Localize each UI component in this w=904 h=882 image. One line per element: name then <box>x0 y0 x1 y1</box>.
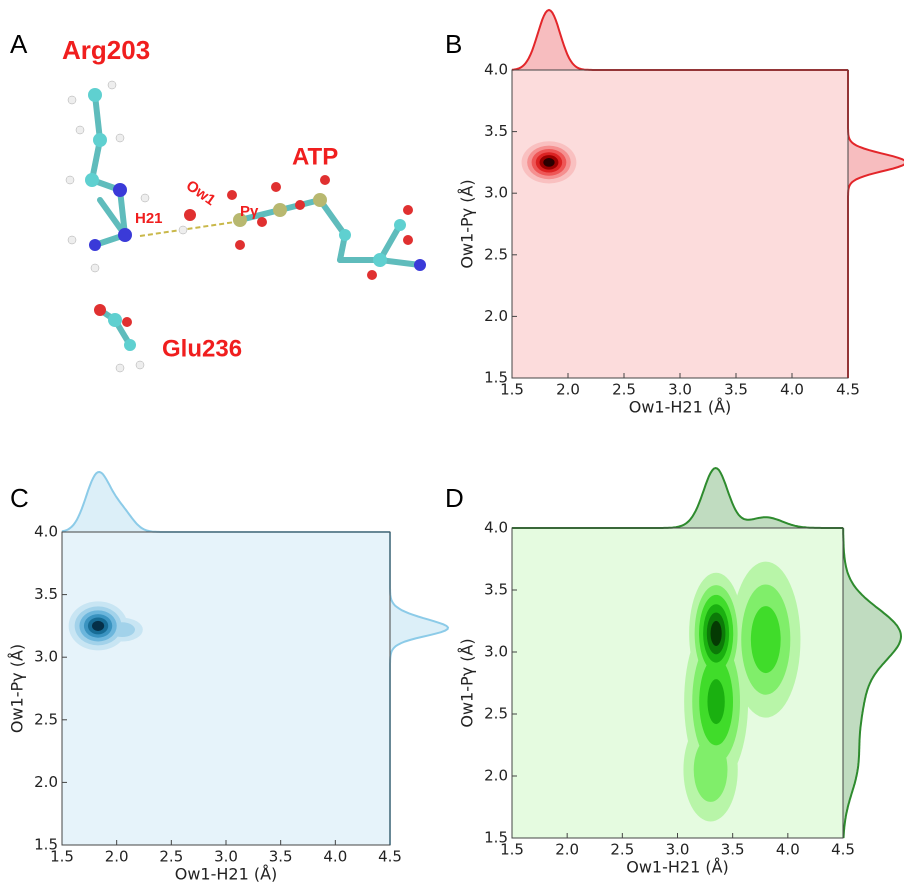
y-axis-label: Ow1-Pγ (Å) <box>8 644 27 733</box>
plot-background <box>62 532 390 845</box>
x-tick-label: 2.5 <box>610 841 634 859</box>
x-tick-label: 4.5 <box>831 841 855 859</box>
plot-background <box>512 70 848 378</box>
y-tick-label: 3.5 <box>484 122 508 140</box>
y-tick-label: 2.0 <box>484 307 508 325</box>
residue-label: Glu236 <box>162 335 242 362</box>
marginal-y-fill <box>390 532 448 845</box>
marginal-y-line <box>848 70 904 378</box>
contour <box>543 158 554 167</box>
x-tick-label: 4.0 <box>780 381 804 399</box>
x-tick-label: 2.0 <box>105 848 129 866</box>
contour <box>92 621 104 631</box>
x-tick-label: 2.5 <box>612 381 636 399</box>
contour <box>707 679 724 724</box>
x-tick-label: 3.5 <box>721 841 745 859</box>
y-tick-label: 2.0 <box>484 767 508 785</box>
marginal-x-fill <box>62 472 390 532</box>
marginal-x-fill <box>512 468 843 528</box>
x-tick-label: 4.0 <box>323 848 347 866</box>
x-tick-label: 2.0 <box>556 381 580 399</box>
atom-label: Pγ <box>240 203 259 220</box>
panel-label: A <box>10 29 28 59</box>
y-tick-label: 4.0 <box>34 523 58 541</box>
contour <box>751 606 781 673</box>
y-tick-label: 2.0 <box>34 773 58 791</box>
figure: A Arg203 ATP Glu236 H21 Ow1 Pγ B 1.5 2.0 2.… <box>0 0 904 882</box>
contour <box>694 738 728 802</box>
y-tick-label: 1.5 <box>484 829 508 847</box>
y-tick-label: 3.0 <box>484 184 508 202</box>
y-tick-label: 2.5 <box>34 710 58 728</box>
x-tick-label: 3.0 <box>214 848 238 866</box>
y-tick-label: 4.0 <box>484 519 508 537</box>
panel-label: C <box>10 483 29 513</box>
x-axis-label: Ow1-H21 (Å) <box>629 398 732 417</box>
y-axis-label: Ow1-Pγ (Å) <box>458 179 477 268</box>
x-tick-label: 3.0 <box>666 841 690 859</box>
y-axis-label: Ow1-Pγ (Å) <box>458 638 477 727</box>
residue-label: ATP <box>292 143 338 170</box>
marginal-y-fill <box>848 70 904 378</box>
marginal-y-line <box>390 532 448 845</box>
y-tick-label: 1.5 <box>484 369 508 387</box>
marginal-x-line <box>512 468 843 528</box>
y-tick-label: 3.5 <box>484 581 508 599</box>
residue-label: Arg203 <box>62 35 150 65</box>
x-tick-label: 3.5 <box>724 381 748 399</box>
molecule: A Arg203 ATP Glu236 H21 Ow1 Pγ <box>10 29 426 372</box>
panel-label: B <box>445 29 462 59</box>
y-tick-label: 2.5 <box>484 245 508 263</box>
atom-label: H21 <box>135 210 163 227</box>
y-tick-label: 3.5 <box>34 585 58 603</box>
x-tick-label: 4.5 <box>836 381 860 399</box>
atom-label: Ow1 <box>183 177 219 209</box>
contours <box>522 141 577 183</box>
y-tick-label: 3.0 <box>484 643 508 661</box>
x-tick-label: 2.0 <box>555 841 579 859</box>
y-tick-label: 1.5 <box>34 836 58 854</box>
x-tick-label: 2.5 <box>159 848 183 866</box>
x-axis-label: Ow1-H21 (Å) <box>175 865 278 882</box>
x-axis-label: Ow1-H21 (Å) <box>626 858 729 877</box>
x-tick-label: 3.0 <box>668 381 692 399</box>
x-tick-label: 3.5 <box>269 848 293 866</box>
x-tick-label: 4.5 <box>378 848 402 866</box>
x-tick-label: 4.0 <box>776 841 800 859</box>
y-tick-label: 3.0 <box>34 648 58 666</box>
y-tick-label: 4.0 <box>484 61 508 79</box>
y-tick-label: 2.5 <box>484 705 508 723</box>
panel-label: D <box>445 483 464 513</box>
contour <box>711 621 722 646</box>
